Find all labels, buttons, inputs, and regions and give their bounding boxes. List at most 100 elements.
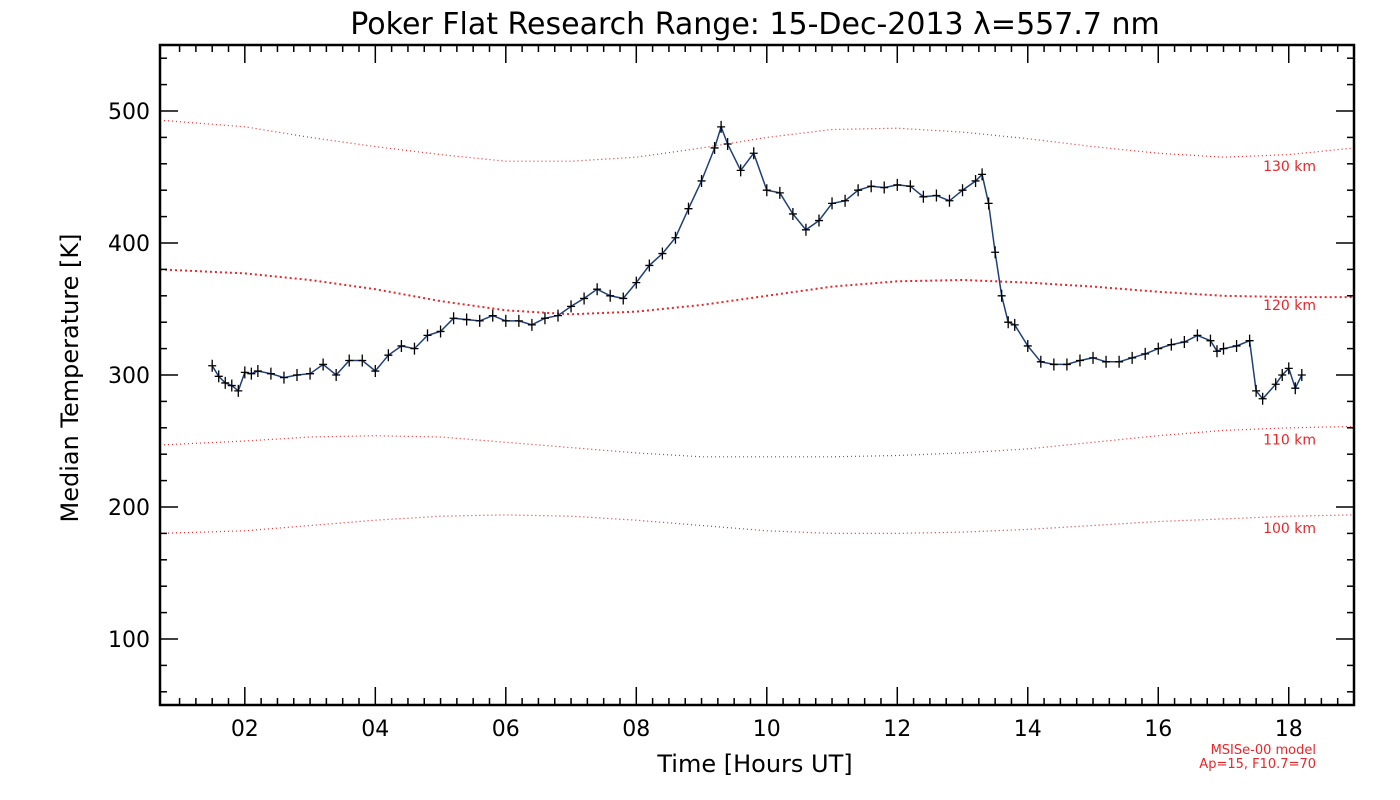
data-point [1206, 334, 1215, 347]
data-point [984, 197, 993, 210]
model-curve [159, 119, 1355, 162]
data-point [945, 194, 954, 207]
data-point [358, 354, 367, 367]
model-curve [159, 514, 1355, 535]
data-point [384, 349, 393, 362]
model-curve-label: 100 km [1263, 521, 1316, 537]
data-point [710, 141, 719, 154]
data-point [1004, 316, 1013, 329]
model-curve-label: 130 km [1263, 159, 1316, 175]
data-point [319, 358, 328, 371]
data-point [1049, 358, 1058, 371]
data-point [1102, 355, 1111, 368]
model-curve-label: 110 km [1263, 432, 1316, 448]
data-point [1167, 338, 1176, 351]
data-point [410, 342, 419, 355]
data-point [854, 184, 863, 197]
data-point [1252, 384, 1261, 397]
data-point [567, 300, 576, 313]
data-point [501, 314, 510, 327]
data-point [580, 292, 589, 305]
data-point [684, 202, 693, 215]
data-point [240, 366, 249, 379]
data-point [671, 231, 680, 244]
x-tick-label: 04 [361, 717, 389, 742]
data-point [1141, 347, 1150, 360]
data-point [332, 369, 341, 381]
data-point [1258, 392, 1267, 405]
temperature-series [208, 120, 1306, 405]
data-point [958, 184, 967, 197]
data-point [1278, 369, 1287, 381]
x-tick-label: 16 [1144, 717, 1172, 742]
data-point [227, 379, 236, 392]
model-note-line-1: MSISe-00 model [1211, 743, 1316, 758]
x-tick-label: 14 [1014, 717, 1042, 742]
data-point [554, 309, 562, 322]
data-point [997, 289, 1006, 302]
y-tick-label: 300 [108, 364, 150, 389]
data-point [1180, 336, 1189, 348]
y-tick-label: 400 [108, 232, 150, 257]
data-point [723, 138, 732, 150]
data-point [1089, 351, 1098, 364]
data-point [1291, 382, 1300, 395]
data-point [266, 367, 275, 380]
data-point [593, 283, 602, 296]
data-point [788, 207, 797, 220]
data-point [880, 181, 889, 194]
data-point [841, 194, 850, 207]
data-point [814, 214, 823, 227]
data-point [221, 376, 230, 389]
model-curve [159, 425, 1355, 458]
data-point [828, 197, 837, 210]
x-axis-label: Time [Hours UT] [656, 750, 852, 778]
data-point [749, 147, 758, 160]
data-point [1193, 329, 1202, 342]
data-point [775, 186, 784, 199]
data-point [736, 164, 745, 177]
data-point [449, 312, 458, 325]
data-point [1271, 378, 1280, 391]
data-point [632, 276, 641, 289]
data-point [214, 370, 223, 383]
model-curves: 130 km 120 km 110 km 100 km [159, 119, 1355, 537]
data-point [234, 384, 243, 397]
data-point [1023, 339, 1032, 352]
data-point [1062, 358, 1071, 371]
data-point [619, 292, 628, 305]
data-point [978, 168, 987, 181]
data-point [462, 313, 471, 326]
data-point [1075, 354, 1084, 367]
x-tick-label: 18 [1275, 717, 1303, 742]
data-point [247, 367, 256, 380]
data-point [527, 318, 536, 331]
data-point [919, 190, 928, 203]
data-point [1128, 351, 1137, 364]
data-point [717, 120, 726, 133]
data-point [488, 309, 497, 322]
data-point [423, 329, 432, 342]
data-point [1212, 345, 1221, 358]
data-point [1284, 362, 1293, 375]
y-tick-label: 100 [108, 628, 150, 653]
data-point [306, 367, 315, 380]
y-axis-label: Median Temperature [K] [56, 233, 84, 522]
x-tick-label: 10 [753, 717, 781, 742]
tick-labels: 02 04 06 08 10 12 14 16 18 100 200 300 400 500 [108, 100, 1303, 742]
data-point [253, 365, 262, 378]
x-tick-label: 06 [492, 717, 520, 742]
model-curve [159, 268, 1354, 316]
data-point [1154, 342, 1163, 355]
chart-title: Poker Flat Research Range: 15-Dec-2013 λ… [350, 7, 1159, 42]
data-point [906, 180, 915, 193]
y-tick-label: 500 [108, 100, 150, 125]
plot-frame [158, 43, 1356, 707]
data-point [293, 369, 302, 381]
data-point [514, 314, 523, 327]
data-point [991, 246, 1000, 259]
data-point [1219, 342, 1228, 355]
data-point [697, 174, 706, 187]
data-point [208, 359, 217, 372]
